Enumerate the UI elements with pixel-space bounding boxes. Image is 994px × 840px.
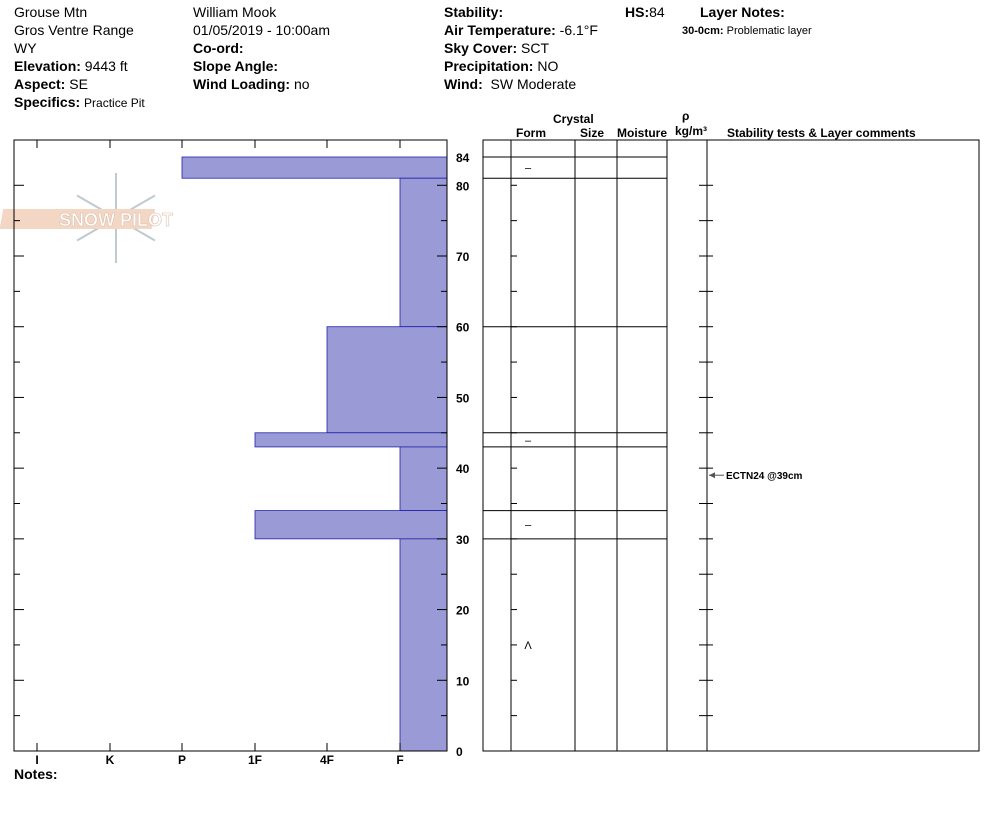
y-tick-label: 50 [456, 391, 470, 405]
range: Gros Ventre Range [14, 22, 134, 38]
slope-label: Slope Angle: [193, 58, 279, 74]
precipitation: Precipitation: NO [444, 58, 559, 74]
hardness-bar [326, 326, 448, 434]
layer-note: 30-0cm: Problematic layer [682, 25, 812, 37]
y-tick-label: 0 [456, 745, 463, 759]
y-tick-label: 70 [456, 250, 470, 264]
hardness-plot-frame [13, 139, 448, 752]
logo-text: SNOW PILOT [59, 210, 173, 230]
y-tick-label: 84 [456, 151, 470, 165]
y-tick-label: 80 [456, 179, 470, 193]
hardness-bar [181, 156, 448, 179]
x-tick-label: P [178, 753, 186, 767]
aspect: Aspect: SE [14, 76, 88, 92]
state: WY [14, 40, 37, 56]
hardness-bar [399, 538, 448, 752]
arrow-icon [709, 472, 715, 479]
wind-loading: Wind Loading: no [193, 76, 310, 92]
x-tick-label: F [396, 753, 403, 767]
x-tick-label: 1F [248, 753, 262, 767]
datetime: 01/05/2019 - 10:00am [193, 22, 330, 38]
notes-label: Notes: [14, 766, 58, 782]
size-header: Size [580, 126, 605, 140]
comments-header: Stability tests & Layer comments [727, 126, 916, 140]
y-tick-label: 40 [456, 462, 470, 476]
x-tick-label: 4F [320, 753, 334, 767]
moisture-header: Moisture [617, 126, 668, 140]
hardness-bar [254, 432, 448, 448]
location: Grouse Mtn [14, 4, 88, 20]
y-tick-label: 60 [456, 321, 470, 335]
hardness-bar [399, 177, 448, 328]
grain-form-symbol: – [525, 520, 532, 532]
logo-band [0, 209, 156, 229]
y-tick-label: 20 [456, 604, 470, 618]
elevation: Elevation: 9443 ft [14, 58, 128, 74]
rho-header: ρ [682, 109, 690, 123]
x-tick-label: K [106, 753, 115, 767]
grain-form-symbol: – [525, 163, 532, 175]
specifics: Specifics: Practice Pit [14, 94, 145, 110]
grain-form-symbol: – [525, 435, 532, 447]
hardness-bar [399, 446, 448, 511]
form-header: Form [516, 126, 546, 140]
layer-notes-label: Layer Notes: [700, 4, 785, 20]
hs: HS:84 [625, 4, 665, 20]
stability-test-label: ECTN24 @39cm [726, 471, 803, 482]
layer-table-frame [482, 139, 980, 752]
y-tick-label: 30 [456, 533, 470, 547]
stability-label: Stability: [444, 4, 504, 20]
sky-cover: Sky Cover: SCT [444, 40, 550, 56]
crystal-header: Crystal [553, 112, 594, 126]
hardness-bar [254, 510, 448, 540]
y-tick-label: 10 [456, 674, 470, 688]
observer: William Mook [193, 4, 277, 20]
x-tick-label: I [35, 753, 38, 767]
coord-label: Co-ord: [193, 40, 244, 56]
snowpilot-logo: SNOW PILOT [0, 173, 173, 263]
air-temp: Air Temperature: -6.1°F [444, 22, 598, 38]
grain-form-symbol: Λ [524, 640, 532, 652]
density-unit: kg/m³ [675, 124, 708, 138]
wind: Wind: SW Moderate [444, 76, 577, 92]
